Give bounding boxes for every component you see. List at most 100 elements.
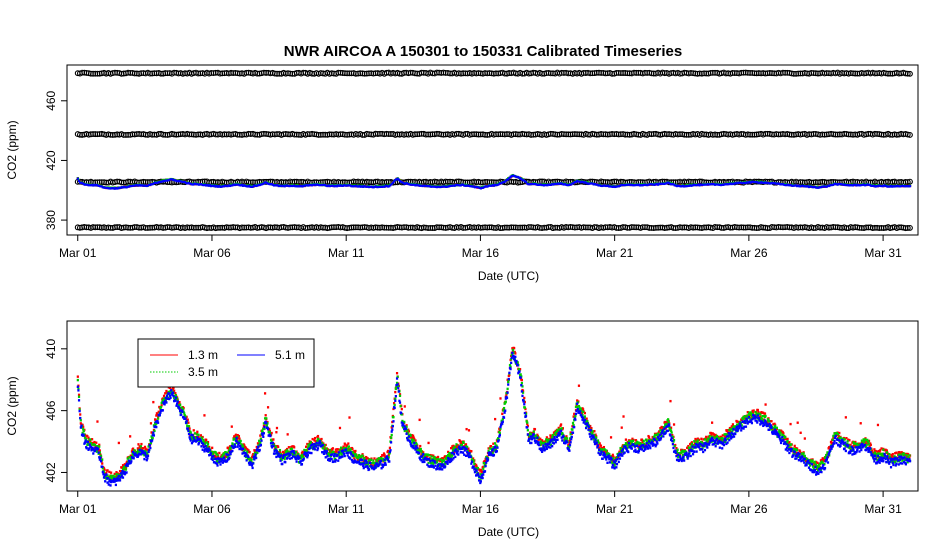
data-point: [807, 184, 811, 187]
data-point: [387, 185, 390, 188]
data-point: [89, 440, 92, 444]
data-point: [734, 182, 737, 185]
data-point: [451, 184, 454, 187]
data-point: [867, 183, 870, 186]
data-point: [608, 185, 611, 188]
data-point: [145, 184, 148, 188]
data-point: [253, 184, 257, 187]
data-point: [156, 181, 159, 184]
data-point: [566, 184, 569, 187]
data-point: [316, 183, 320, 186]
data-point: [698, 184, 701, 187]
data-point: [787, 184, 790, 187]
data-point: [785, 184, 788, 187]
data-point: [398, 393, 402, 396]
data-point: [365, 456, 368, 460]
data-point: [826, 184, 830, 187]
data-point: [585, 182, 588, 185]
x-tick-label: Mar 01: [59, 502, 97, 516]
data-point: [710, 182, 713, 186]
data-point: [92, 441, 95, 445]
data-point: [456, 444, 459, 447]
data-point: [655, 432, 658, 435]
y-tick-label: 380: [44, 210, 58, 230]
data-point: [645, 183, 648, 186]
data-point: [407, 430, 411, 433]
data-point: [450, 184, 453, 187]
data-point: [709, 431, 713, 435]
data-point: [218, 451, 221, 455]
data-point: [547, 183, 550, 186]
data-point: [534, 182, 537, 186]
data-point: [347, 184, 351, 187]
data-point: [344, 184, 347, 187]
data-point: [129, 184, 132, 188]
data-point: [542, 183, 545, 186]
data-point: [562, 183, 566, 186]
data-point: [318, 182, 321, 186]
data-point: [582, 408, 585, 411]
data-point: [197, 435, 200, 438]
data-point: [85, 183, 88, 186]
data-point: [199, 434, 202, 437]
data-point: [828, 184, 831, 188]
data-point: [628, 183, 631, 186]
data-point: [667, 419, 670, 423]
data-point: [358, 185, 361, 188]
data-point: [464, 443, 468, 446]
data-point: [309, 183, 312, 187]
data-point: [708, 183, 711, 186]
data-point: [98, 443, 101, 447]
data-point: [626, 441, 629, 444]
data-point: [863, 184, 866, 187]
data-point: [795, 451, 798, 455]
data-point: [114, 476, 117, 479]
data-point: [513, 346, 516, 350]
data-point: [552, 183, 555, 186]
data-point: [667, 181, 670, 184]
data-point: [692, 183, 695, 186]
data-point: [334, 184, 337, 187]
data-point: [523, 396, 526, 400]
data-point: [655, 439, 658, 442]
data-point: [475, 465, 478, 468]
data-point: [407, 428, 410, 431]
data-point: [496, 183, 499, 186]
data-point: [154, 418, 157, 422]
data-point: [192, 429, 195, 432]
data-point: [357, 185, 360, 188]
data-point: [621, 183, 624, 187]
data-point: [425, 184, 428, 188]
data-point: [606, 184, 610, 187]
data-point: [310, 441, 314, 445]
data-point: [387, 453, 390, 457]
data-point: [378, 185, 381, 189]
data-point: [106, 186, 109, 190]
data-point: [660, 425, 663, 429]
data-point: [282, 184, 285, 187]
data-point: [422, 184, 425, 187]
data-point: [789, 422, 792, 426]
data-point: [568, 183, 572, 186]
data-point: [130, 450, 134, 453]
data-point: [442, 457, 445, 460]
data-point: [907, 185, 910, 188]
data-point: [568, 441, 571, 445]
data-point: [277, 445, 280, 449]
data-point: [906, 185, 909, 188]
data-point: [578, 180, 581, 183]
data-point: [612, 455, 615, 459]
data-point: [661, 182, 664, 185]
data-point: [588, 427, 591, 430]
data-point: [640, 438, 644, 441]
data-point: [121, 466, 124, 470]
data-point: [119, 470, 122, 473]
data-point: [740, 181, 743, 184]
data-point: [521, 389, 525, 393]
data-point: [263, 181, 266, 184]
data-point: [539, 437, 542, 441]
data-point: [530, 182, 534, 185]
data-point: [514, 352, 517, 355]
data-point: [408, 183, 411, 186]
data-point: [263, 424, 266, 428]
